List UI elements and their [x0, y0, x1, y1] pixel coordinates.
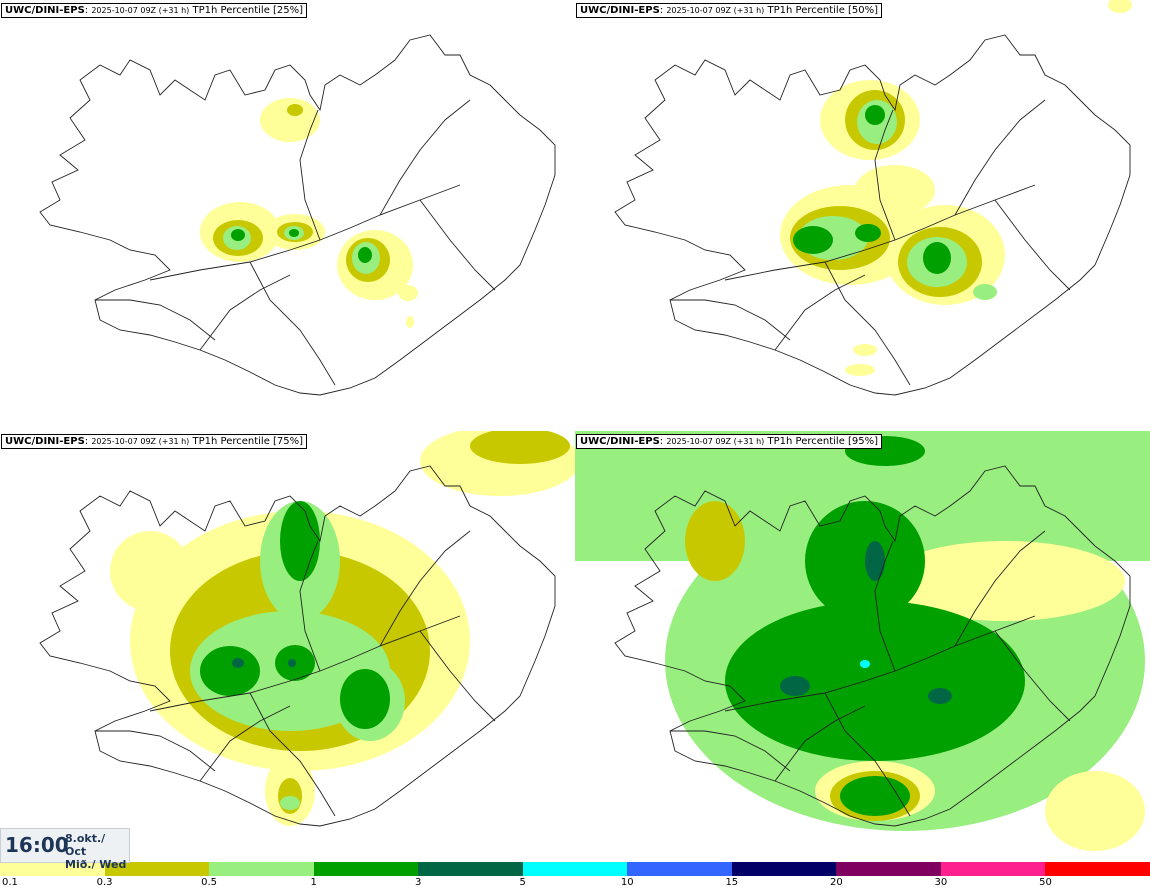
- valid-day-line: Mið./ Wed: [65, 858, 127, 871]
- legend-tick-label: 10: [620, 877, 634, 888]
- map-panel-p25: UWC/DINI-EPS: 2025-10-07 09Z (+31 h) TP1…: [0, 0, 575, 431]
- legend-swatch: [1045, 862, 1150, 876]
- map-panel-p75: UWC/DINI-EPS: 2025-10-07 09Z (+31 h) TP1…: [0, 431, 575, 862]
- legend-ticks: 0.1 0.3 0.5 1 3 5 10 15 20 30 50: [0, 876, 1150, 891]
- legend-swatch: [418, 862, 523, 876]
- legend-tick-label: 0.5: [201, 877, 218, 888]
- legend-swatch: [836, 862, 941, 876]
- legend-swatch: [209, 862, 314, 876]
- legend-swatch: [522, 862, 628, 876]
- valid-date-line: 8.okt./ Oct: [65, 832, 106, 858]
- legend-swatch: [627, 862, 732, 876]
- precip-map-p25: [39, 34, 556, 396]
- legend-swatch: [104, 862, 210, 876]
- panel-title: UWC/DINI-EPS: 2025-10-07 09Z (+31 h) TP1…: [576, 434, 883, 449]
- legend-swatch: [0, 862, 105, 876]
- legend-swatch: [731, 862, 837, 876]
- valid-time: 16:00: [5, 833, 69, 857]
- legend-swatch: [313, 862, 419, 876]
- color-legend: [0, 862, 1150, 876]
- panel-title: UWC/DINI-EPS: 2025-10-07 09Z (+31 h) TP1…: [576, 3, 883, 18]
- legend-tick-label: 20: [829, 877, 843, 888]
- legend-tick-label: 3: [414, 877, 422, 888]
- precip-map-p75: [39, 431, 575, 827]
- legend-tick-label: 15: [725, 877, 739, 888]
- map-panel-p95: UWC/DINI-EPS: 2025-10-07 09Z (+31 h) TP1…: [575, 431, 1150, 862]
- legend-tick-label: 1: [310, 877, 317, 888]
- map-panel-p50: UWC/DINI-EPS: 2025-10-07 09Z (+31 h) TP1…: [575, 0, 1150, 431]
- valid-time-box: 16:00 8.okt./ Oct Mið./ Wed: [0, 828, 130, 871]
- legend-tick-label: 0.1: [2, 877, 18, 888]
- legend-tick-label: 30: [934, 877, 948, 888]
- panel-title: UWC/DINI-EPS: 2025-10-07 09Z (+31 h) TP1…: [1, 3, 308, 18]
- panel-title: UWC/DINI-EPS: 2025-10-07 09Z (+31 h) TP1…: [1, 434, 308, 449]
- legend-tick-label: 5: [519, 877, 526, 888]
- legend-swatch: [940, 862, 1046, 876]
- valid-date: 8.okt./ Oct Mið./ Wed: [65, 832, 129, 871]
- legend-tick-label: 50: [1039, 877, 1052, 888]
- legend-tick-label: 0.3: [96, 877, 113, 888]
- precip-map-p50: [614, 0, 1132, 396]
- precip-map-p95: [575, 431, 1150, 851]
